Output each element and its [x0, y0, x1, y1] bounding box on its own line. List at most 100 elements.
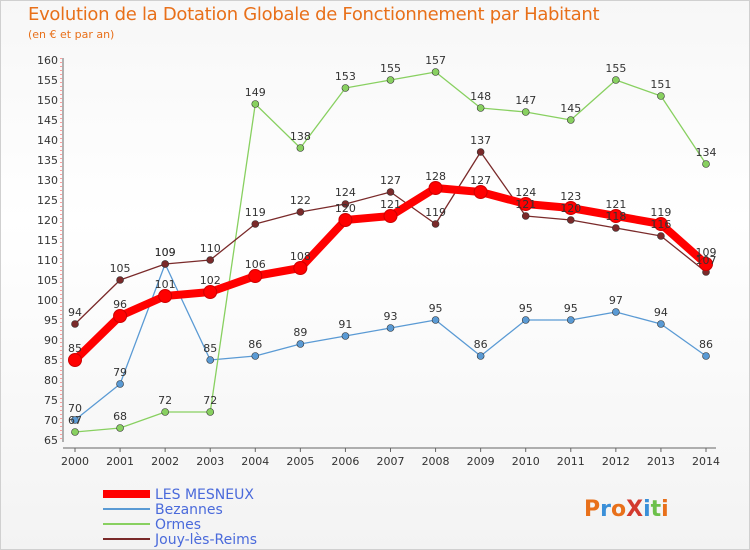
data-label: 97	[609, 294, 623, 307]
data-point	[612, 308, 620, 316]
data-point	[248, 269, 263, 283]
y-tick-label: 100	[37, 294, 58, 307]
data-point	[653, 217, 668, 231]
x-tick-label: 2009	[467, 455, 495, 468]
data-point	[296, 208, 305, 216]
data-label: 85	[68, 342, 82, 355]
y-tick-label: 85	[44, 354, 58, 367]
y-tick-label: 70	[44, 414, 58, 427]
legend-label: Bezannes	[155, 502, 223, 518]
data-label: 124	[335, 186, 356, 199]
x-tick-label: 2013	[647, 455, 675, 468]
data-point	[158, 289, 173, 303]
data-point	[113, 309, 128, 323]
x-tick-label: 2014	[692, 455, 720, 468]
data-point	[657, 92, 665, 100]
data-label: 134	[696, 146, 717, 159]
data-label: 148	[470, 90, 491, 103]
chart-subtitle: (en € et par an)	[28, 28, 115, 41]
data-label: 79	[113, 366, 127, 379]
data-label: 109	[155, 246, 176, 259]
data-label: 94	[654, 306, 668, 319]
data-label: 119	[425, 206, 446, 219]
legend-label: Jouy-lès-Reims	[154, 532, 257, 548]
data-label: 105	[110, 262, 131, 275]
y-tick-label: 140	[37, 134, 58, 147]
y-tick-label: 160	[37, 54, 58, 67]
data-label: 145	[560, 102, 581, 115]
data-point	[431, 220, 440, 228]
data-label: 138	[290, 130, 311, 143]
x-tick-label: 2001	[106, 455, 134, 468]
data-point	[702, 352, 710, 360]
data-label: 110	[200, 242, 221, 255]
data-point	[161, 408, 169, 416]
y-tick-label: 95	[44, 314, 58, 327]
data-label: 119	[245, 206, 266, 219]
data-label: 137	[470, 134, 491, 147]
data-label: 72	[158, 394, 172, 407]
data-point	[476, 352, 485, 360]
axes: 65 70 75 80 85 90 95 100 105 110 115 120 125 130 135 14…	[37, 54, 720, 468]
y-tick-label: 120	[37, 214, 58, 227]
y-tick-label: 155	[37, 74, 58, 87]
data-point	[203, 285, 218, 299]
data-point	[206, 408, 215, 416]
data-point	[296, 144, 305, 152]
data-label: 121	[380, 198, 401, 211]
data-label: 109	[155, 246, 176, 259]
data-label: 121	[605, 198, 626, 211]
legend-label: Ormes	[155, 517, 201, 533]
data-point	[566, 216, 575, 224]
data-point	[116, 380, 124, 388]
data-label: 116	[650, 218, 671, 231]
data-point	[431, 68, 440, 76]
data-label: 95	[429, 302, 443, 315]
data-point	[68, 353, 82, 367]
brand-letter: t	[651, 497, 662, 522]
data-point	[702, 160, 710, 168]
y-tick-label: 115	[37, 234, 58, 247]
data-point	[71, 416, 79, 424]
data-label: 91	[338, 318, 352, 331]
data-point	[116, 424, 124, 432]
brand-logo: ProXiti	[584, 497, 669, 522]
brand-letter: X	[626, 497, 643, 522]
data-point	[563, 201, 578, 215]
data-label: 108	[290, 250, 311, 263]
data-label: 119	[650, 206, 671, 219]
data-point	[251, 100, 260, 108]
data-label: 118	[605, 210, 626, 223]
data-label: 128	[425, 170, 446, 183]
data-point	[206, 356, 215, 364]
data-label: 149	[245, 86, 266, 99]
data-label: 94	[68, 306, 82, 319]
y-tick-label: 130	[37, 174, 58, 187]
x-tick-label: 2008	[422, 455, 450, 468]
data-label: 86	[248, 338, 262, 351]
data-label: 151	[650, 78, 671, 91]
data-point	[293, 261, 308, 275]
data-point	[473, 185, 488, 199]
data-label: 72	[203, 394, 217, 407]
brand-letter: r	[600, 497, 611, 522]
data-label: 67	[68, 414, 82, 427]
brand-letter: i	[661, 497, 669, 522]
data-label: 68	[113, 410, 127, 423]
data-label: 123	[560, 190, 581, 203]
data-label: 124	[515, 186, 536, 199]
data-point	[612, 76, 620, 84]
data-point	[161, 260, 169, 268]
data-point	[431, 316, 440, 324]
data-label: 147	[515, 94, 536, 107]
x-tick-label: 2006	[331, 455, 359, 468]
y-tick-label: 110	[37, 254, 58, 267]
data-label: 85	[203, 342, 217, 355]
data-label: 89	[293, 326, 307, 339]
y-tick-label: 105	[37, 274, 58, 287]
series-layer	[68, 68, 713, 436]
data-point	[341, 200, 350, 208]
data-label: 86	[699, 338, 713, 351]
